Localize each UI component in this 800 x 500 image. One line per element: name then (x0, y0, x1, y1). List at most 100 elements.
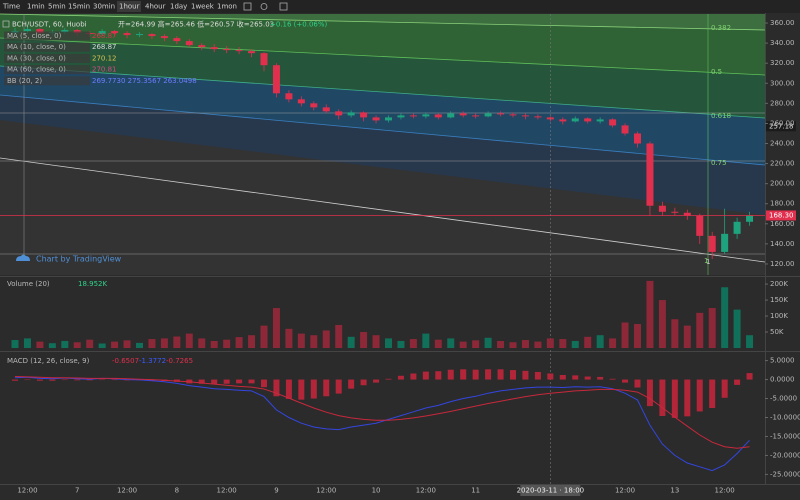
volume-bar (173, 336, 181, 348)
volume-bar (559, 339, 567, 348)
toolbar (0, 0, 800, 13)
interval-button[interactable]: Time (2, 3, 20, 11)
candle-body (322, 107, 330, 112)
histogram-bar (335, 379, 342, 394)
candle-body (634, 133, 641, 144)
histogram-bar (74, 379, 81, 381)
histogram-bar (24, 379, 31, 381)
chart-title: BCH/USDT, 60, Huobi (12, 21, 87, 29)
icon (243, 2, 252, 11)
volume-bar (534, 341, 542, 348)
candle-body (746, 215, 754, 222)
histogram-bar (422, 371, 429, 380)
volume-bar (696, 312, 704, 348)
candle-body (185, 41, 193, 46)
candle-body (223, 49, 231, 51)
y-tick-label: 5.0000 (770, 357, 795, 365)
macd-value: -0.6507 (112, 357, 139, 365)
price-tag (766, 121, 796, 132)
candle-body (447, 113, 455, 118)
candle-body (347, 112, 355, 116)
volume-bar (571, 340, 579, 348)
channel-band (0, 95, 765, 215)
x-tick-label: 12:00 (17, 487, 37, 495)
histogram-bar (447, 369, 454, 380)
interval-button[interactable]: 15min (68, 3, 90, 11)
interval-button[interactable]: 1mon (217, 3, 237, 11)
indicator-value: 270.12 (92, 54, 117, 62)
histogram-bar (61, 379, 68, 381)
indicator-value: 268.87 (92, 43, 117, 51)
volume-bar (36, 341, 44, 348)
histogram-bar (634, 379, 641, 388)
interval-button[interactable]: 1min (27, 3, 45, 11)
candle-body (385, 117, 392, 121)
crosshair-tag (520, 485, 581, 496)
histogram-bar (435, 371, 442, 380)
fib-label: 0.382 (711, 24, 731, 32)
volume-bar (185, 333, 193, 348)
histogram-bar (734, 379, 741, 385)
histogram-bar (510, 370, 516, 380)
interval-button[interactable]: 5min (48, 3, 66, 11)
interval-button[interactable]: 1week (191, 3, 215, 11)
volume-bar (646, 280, 654, 348)
volume-bar (708, 308, 716, 348)
volume-bar (160, 338, 168, 348)
volume-bar (347, 336, 355, 348)
y-tick-label: 260.00 (770, 119, 795, 127)
candle-body (596, 119, 604, 122)
histogram-bar (36, 379, 43, 381)
interval-button[interactable]: 4hour (145, 3, 166, 11)
macd-line (14, 376, 750, 449)
candle-body (409, 115, 417, 117)
y-tick-label: 240.00 (770, 139, 795, 147)
watermark-logo (16, 254, 30, 261)
x-tick-label: 10 (372, 487, 381, 495)
histogram-bar (646, 379, 653, 407)
histogram-bar (746, 373, 753, 380)
volume-bar (409, 339, 417, 348)
interval-button[interactable]: 1hour (119, 3, 140, 11)
x-tick-label: 12:00 (615, 487, 635, 495)
histogram-bar (273, 379, 280, 397)
histogram-bar (236, 379, 243, 384)
candle-body (509, 114, 517, 116)
volume-bar (285, 328, 293, 348)
x-tick-label: 12:00 (117, 487, 137, 495)
volume-bar (136, 342, 143, 348)
volume-value: 18.952K (78, 280, 107, 288)
y-tick-label: 280.00 (770, 99, 795, 107)
y-tick-label: -5.0000 (770, 395, 797, 403)
channel-band (0, 14, 765, 75)
candle-body (397, 115, 405, 118)
candle-body (23, 29, 31, 32)
volume-bar (634, 324, 641, 348)
histogram-bar (49, 379, 56, 381)
volume-bar (360, 332, 368, 348)
candle-body (658, 205, 666, 212)
x-tick-label: 11 (471, 487, 480, 495)
histogram-bar (385, 378, 392, 380)
candle-body (260, 53, 268, 66)
icon (279, 2, 288, 11)
y-tick-label: 100K (770, 312, 788, 320)
indicator-value: 268.87 (92, 32, 117, 40)
volume-bar (509, 342, 517, 348)
volume-bar (546, 338, 554, 348)
histogram-bar (572, 375, 579, 380)
fib-label: 0.618 (711, 112, 731, 120)
interval-button[interactable]: 30min (93, 3, 115, 11)
candle-body (36, 29, 44, 34)
indicator-name: BB (20, 2) (7, 77, 42, 85)
volume-bar (48, 343, 56, 348)
histogram-bar (584, 376, 591, 380)
candle-body (497, 113, 505, 115)
interval-button[interactable]: 1day (170, 3, 187, 11)
candle-body (434, 114, 442, 118)
histogram-bar (360, 379, 367, 386)
candle-body (210, 47, 218, 50)
indicator-bg (4, 53, 90, 63)
fib-label: 1 (704, 257, 708, 265)
